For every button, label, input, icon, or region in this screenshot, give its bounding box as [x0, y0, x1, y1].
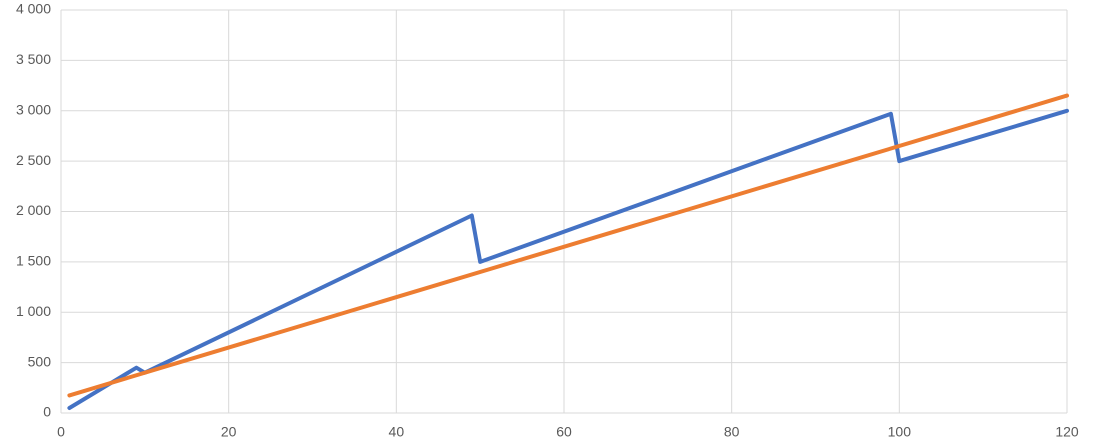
- series-line: [67, 93, 1069, 398]
- y-tick-label: 4 000: [16, 1, 51, 17]
- y-tick-label: 1 500: [16, 253, 51, 269]
- y-tick-label: 2 500: [16, 152, 51, 168]
- y-tick-label: 0: [43, 404, 51, 420]
- x-tick-label: 120: [1055, 424, 1079, 440]
- x-tick-label: 20: [221, 424, 237, 440]
- x-tick-label: 40: [389, 424, 405, 440]
- y-tick-label: 3 000: [16, 101, 51, 117]
- y-tick-label: 1 000: [16, 303, 51, 319]
- y-tick-label: 500: [28, 353, 52, 369]
- y-tick-label: 2 000: [16, 202, 51, 218]
- x-tick-label: 100: [888, 424, 912, 440]
- x-tick-label: 0: [57, 424, 65, 440]
- y-tick-label: 3 500: [16, 51, 51, 67]
- x-tick-label: 80: [724, 424, 740, 440]
- x-tick-label: 60: [556, 424, 572, 440]
- series-line: [67, 108, 1069, 410]
